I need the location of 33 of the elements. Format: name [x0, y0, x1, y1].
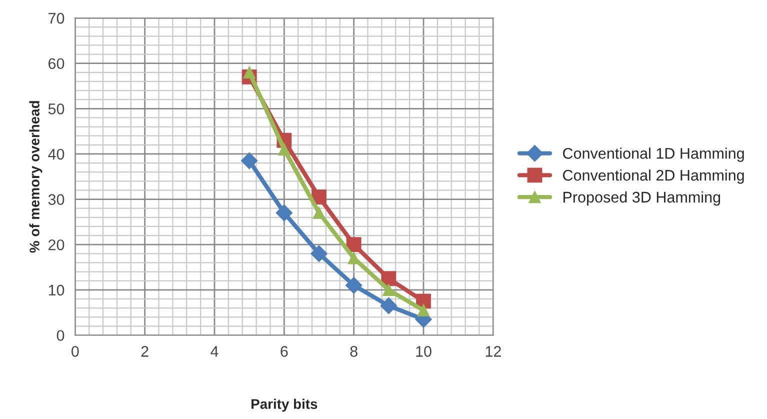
legend-label: Proposed 3D Hamming: [564, 191, 720, 206]
x-tick-label: 12: [486, 346, 501, 357]
point: [346, 237, 362, 252]
point: [243, 66, 256, 78]
point: [240, 152, 258, 170]
x-tick-label: 0: [72, 346, 79, 357]
y-tick-label: 50: [48, 104, 64, 114]
x-tick-label: 2: [141, 346, 148, 357]
y-tick-label: 10: [48, 284, 64, 296]
point: [381, 271, 396, 286]
point: [276, 204, 293, 222]
x-tick-label: 6: [280, 346, 288, 357]
point: [312, 190, 326, 204]
x-tick-label: 10: [416, 346, 432, 357]
y-tick-label: 70: [48, 12, 64, 24]
y-tick-label: 40: [48, 148, 64, 160]
y-tick-label: 0: [56, 330, 64, 341]
point: [417, 304, 430, 316]
x-tick-label: 8: [350, 346, 358, 357]
point: [345, 276, 362, 294]
x-axis-title: Parity bits: [252, 398, 318, 412]
point: [312, 206, 326, 219]
point: [310, 245, 328, 262]
y-tick-label: 20: [48, 239, 64, 250]
point: [382, 284, 395, 296]
point: [278, 143, 290, 156]
legend-label: Conventional 1D Hamming: [563, 148, 744, 162]
x-tick-label: 4: [210, 346, 218, 357]
y-tick-label: 30: [48, 194, 64, 205]
y-axis-title: % of memory overhead: [29, 101, 42, 253]
legend-label: Conventional 2D Hamming: [563, 169, 744, 184]
y-tick-label: 60: [48, 58, 64, 70]
point: [380, 297, 398, 314]
